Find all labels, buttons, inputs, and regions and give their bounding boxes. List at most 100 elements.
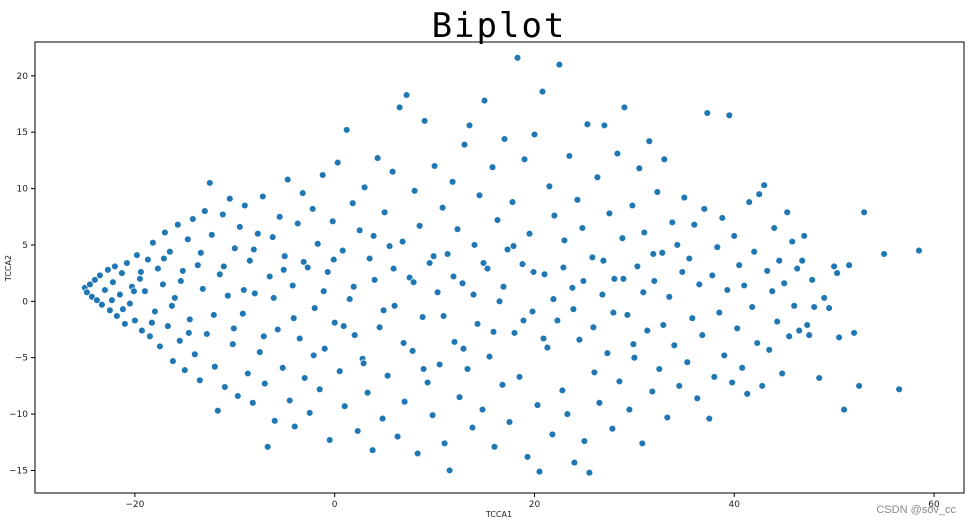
scatter-point: [780, 279, 788, 288]
scatter-point: [473, 320, 482, 328]
scatter-point: [355, 226, 364, 235]
scatter-point: [509, 242, 518, 250]
scatter-point: [186, 315, 194, 324]
scatter-point: [775, 256, 783, 265]
scatter-point: [448, 178, 457, 186]
scatter-point: [470, 241, 479, 249]
scatter-point: [693, 394, 702, 403]
scatter-point: [239, 309, 247, 318]
scatter-point: [605, 209, 614, 218]
scatter-point: [420, 117, 429, 125]
scatter-point: [548, 430, 557, 439]
scatter-point: [710, 373, 719, 381]
scatter-point: [340, 402, 349, 410]
scatter-point: [96, 271, 104, 280]
scatter-point: [465, 121, 474, 130]
scatter-point: [149, 238, 157, 247]
scatter-point: [241, 201, 249, 210]
scatter-point: [268, 233, 277, 241]
scatter-point: [440, 439, 449, 448]
scatter-point: [778, 369, 786, 378]
scatter-point: [379, 306, 388, 315]
scatter-point: [319, 287, 328, 295]
scatter-point: [660, 155, 669, 164]
scatter-point: [498, 381, 507, 389]
scatter-point: [111, 262, 119, 271]
y-tick-label: 10: [17, 185, 29, 195]
scatter-point: [350, 331, 359, 339]
scatter-point: [433, 288, 442, 297]
scatter-point: [244, 369, 252, 378]
scatter-point: [788, 237, 796, 246]
scatter-point: [790, 302, 798, 310]
scatter-point: [400, 397, 409, 406]
scatter-point: [553, 316, 562, 325]
scatter-point: [700, 205, 709, 213]
scatter-point: [575, 335, 584, 344]
scatter-point: [785, 332, 793, 341]
plot-area: [34, 41, 965, 494]
scatter-point: [659, 321, 668, 329]
scatter-point: [335, 367, 344, 375]
scatter-point: [116, 290, 124, 299]
scatter-point: [363, 388, 372, 397]
scatter-point: [269, 294, 278, 302]
scatter-point: [695, 280, 704, 289]
scatter-point: [503, 245, 512, 254]
scatter-point: [93, 296, 101, 304]
scatter-point: [160, 254, 168, 263]
scatter-point: [295, 334, 304, 343]
scatter-point: [803, 321, 811, 329]
scatter-point: [733, 324, 741, 333]
scatter-point: [425, 259, 434, 267]
scatter-point: [91, 276, 99, 284]
scatter-point: [485, 352, 494, 361]
scatter-point: [413, 449, 422, 458]
scatter-point: [305, 409, 314, 417]
scatter-point: [109, 278, 117, 286]
scatter-point: [915, 246, 923, 255]
scatter-point: [508, 198, 517, 206]
scatter-point: [353, 427, 362, 435]
scatter-point: [880, 250, 888, 258]
y-tick-label: 15: [17, 128, 28, 138]
scatter-point: [389, 264, 398, 273]
scatter-point: [795, 326, 803, 335]
scatter-point: [259, 192, 267, 201]
x-tick-label: 0: [332, 500, 338, 510]
scatter-point: [250, 245, 258, 254]
scatter-point: [251, 289, 259, 298]
scatter-point: [535, 467, 544, 476]
scatter-point: [275, 213, 284, 221]
scatter-point: [206, 179, 214, 187]
scatter-point: [763, 267, 771, 275]
scatter-point: [623, 311, 632, 319]
scatter-point: [685, 254, 694, 263]
scatter-point: [189, 215, 197, 223]
scatter-point: [595, 399, 604, 407]
scatter-point: [825, 304, 833, 312]
scatter-point: [220, 262, 228, 271]
scatter-point: [550, 211, 559, 220]
scatter-point: [280, 252, 289, 260]
y-tick-label: 5: [22, 241, 28, 251]
scatter-point: [713, 243, 722, 251]
scatter-point: [738, 364, 746, 372]
scatter-point: [169, 357, 177, 365]
scatter-point: [698, 331, 707, 339]
scatter-point: [460, 140, 469, 149]
scatter-point: [670, 341, 679, 350]
scatter-point: [254, 229, 262, 238]
scatter-point: [402, 91, 411, 99]
scatter-point: [758, 382, 766, 390]
scatter-point: [505, 418, 514, 426]
scatter-point: [315, 385, 324, 394]
scatter-point: [171, 294, 179, 302]
scatter-point: [388, 167, 397, 176]
scatter-point: [342, 126, 351, 134]
scatter-point: [570, 458, 579, 467]
scatter-point: [845, 261, 853, 269]
y-tick-label: −10: [9, 410, 28, 420]
scatter-point: [345, 295, 354, 303]
scatter-point: [256, 348, 264, 356]
